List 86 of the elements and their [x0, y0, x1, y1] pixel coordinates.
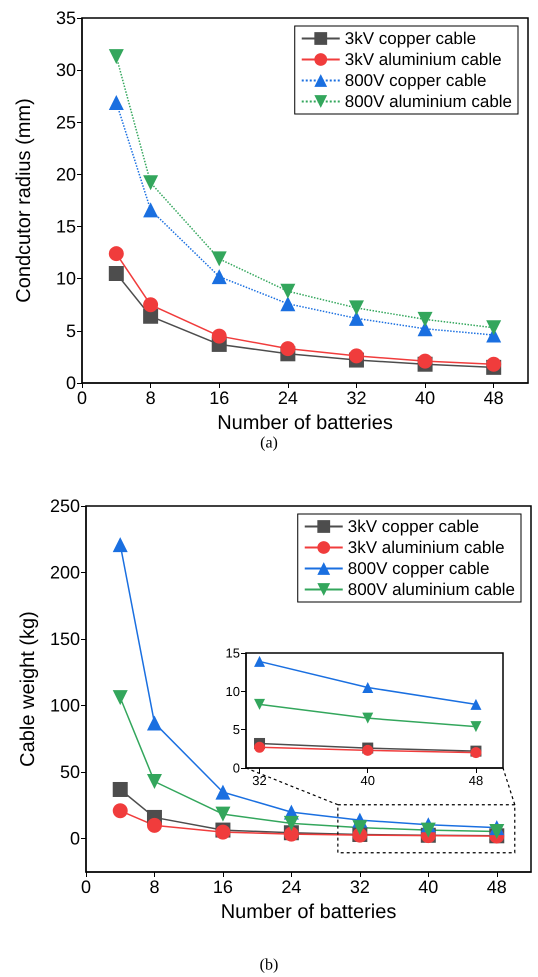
point	[112, 690, 128, 706]
point	[352, 820, 368, 836]
legend-label: 800V aluminium cable	[344, 92, 512, 111]
x-tick-label: 48	[468, 773, 484, 788]
point	[146, 715, 162, 730]
legend-label: 3kV copper cable	[348, 517, 480, 536]
legend-label: 3kV copper cable	[344, 29, 476, 48]
point	[284, 816, 299, 831]
point	[418, 354, 433, 369]
point	[348, 300, 364, 316]
point	[212, 269, 227, 284]
x-tick-label: 48	[486, 877, 507, 897]
y-tick-label: 35	[56, 8, 76, 28]
point	[420, 822, 436, 838]
y-tick-label: 150	[50, 629, 80, 650]
x-tick-label: 32	[346, 388, 366, 408]
point	[108, 246, 124, 262]
point	[212, 251, 227, 266]
point	[212, 328, 227, 344]
y-tick-label: 50	[60, 762, 80, 782]
y-axis-title: Cable weight (kg)	[17, 611, 39, 767]
x-tick-label: 40	[418, 877, 438, 897]
y-tick-label: 0	[66, 373, 76, 393]
point	[362, 712, 374, 724]
y-tick-label: 5	[66, 320, 76, 341]
x-tick-label: 16	[209, 388, 230, 408]
point	[254, 698, 266, 710]
x-tick-label: 24	[281, 877, 302, 897]
legend-label: 800V copper cable	[348, 559, 490, 578]
point	[112, 803, 128, 818]
legend-label: 3kV aluminium cable	[348, 538, 505, 557]
x-tick-label: 8	[149, 877, 160, 897]
y-tick-label: 0	[70, 828, 80, 849]
point	[470, 698, 482, 710]
point	[470, 721, 482, 732]
y-tick-label: 250	[50, 496, 80, 516]
point	[486, 356, 502, 372]
point	[112, 537, 128, 552]
y-tick-label: 100	[50, 696, 80, 716]
point	[143, 175, 158, 190]
point	[489, 824, 504, 840]
x-tick-label: 32	[350, 877, 370, 897]
x-tick-label: 48	[484, 388, 504, 408]
x-axis-title: Number of batteries	[217, 412, 393, 434]
legend-label: 3kV aluminium cable	[344, 50, 502, 69]
point	[254, 656, 266, 667]
point	[146, 818, 162, 833]
point	[348, 348, 364, 364]
point	[143, 297, 158, 312]
x-tick-label: 24	[278, 388, 298, 408]
y-tick-label: 25	[56, 112, 76, 132]
point	[280, 284, 296, 299]
point	[108, 266, 124, 281]
x-tick-label: 40	[415, 388, 436, 408]
x-tick-label: 16	[212, 877, 233, 897]
point	[215, 784, 230, 800]
y-tick-label: 5	[232, 722, 240, 738]
x-tick-label: 32	[252, 773, 267, 788]
y-tick-label: 20	[56, 164, 76, 184]
point	[108, 94, 124, 110]
y-tick-label: 200	[50, 562, 80, 583]
point	[254, 742, 266, 753]
legend-label: 800V copper cable	[344, 71, 487, 90]
point	[280, 341, 296, 356]
point	[112, 782, 128, 797]
x-axis-title: Number of batteries	[220, 901, 396, 923]
point	[143, 202, 158, 218]
y-axis-title: Condcutor radius (mm)	[13, 98, 35, 303]
text: (b)	[260, 956, 278, 974]
y-tick-label: 15	[226, 646, 240, 660]
point	[362, 682, 374, 693]
y-tick-label: 10	[226, 684, 240, 699]
text: (a)	[260, 434, 278, 452]
y-tick-label: 10	[56, 268, 76, 289]
y-tick-label: 0	[232, 760, 240, 776]
x-tick-label: 40	[360, 773, 375, 788]
y-tick-label: 15	[56, 216, 76, 237]
point	[108, 49, 124, 64]
x-tick-label: 8	[146, 388, 156, 408]
point	[215, 806, 230, 822]
point	[418, 312, 433, 327]
point	[280, 296, 296, 312]
point	[486, 320, 502, 336]
point	[146, 774, 162, 789]
legend-label: 800V aluminium cable	[348, 580, 516, 599]
y-tick-label: 30	[56, 60, 76, 80]
